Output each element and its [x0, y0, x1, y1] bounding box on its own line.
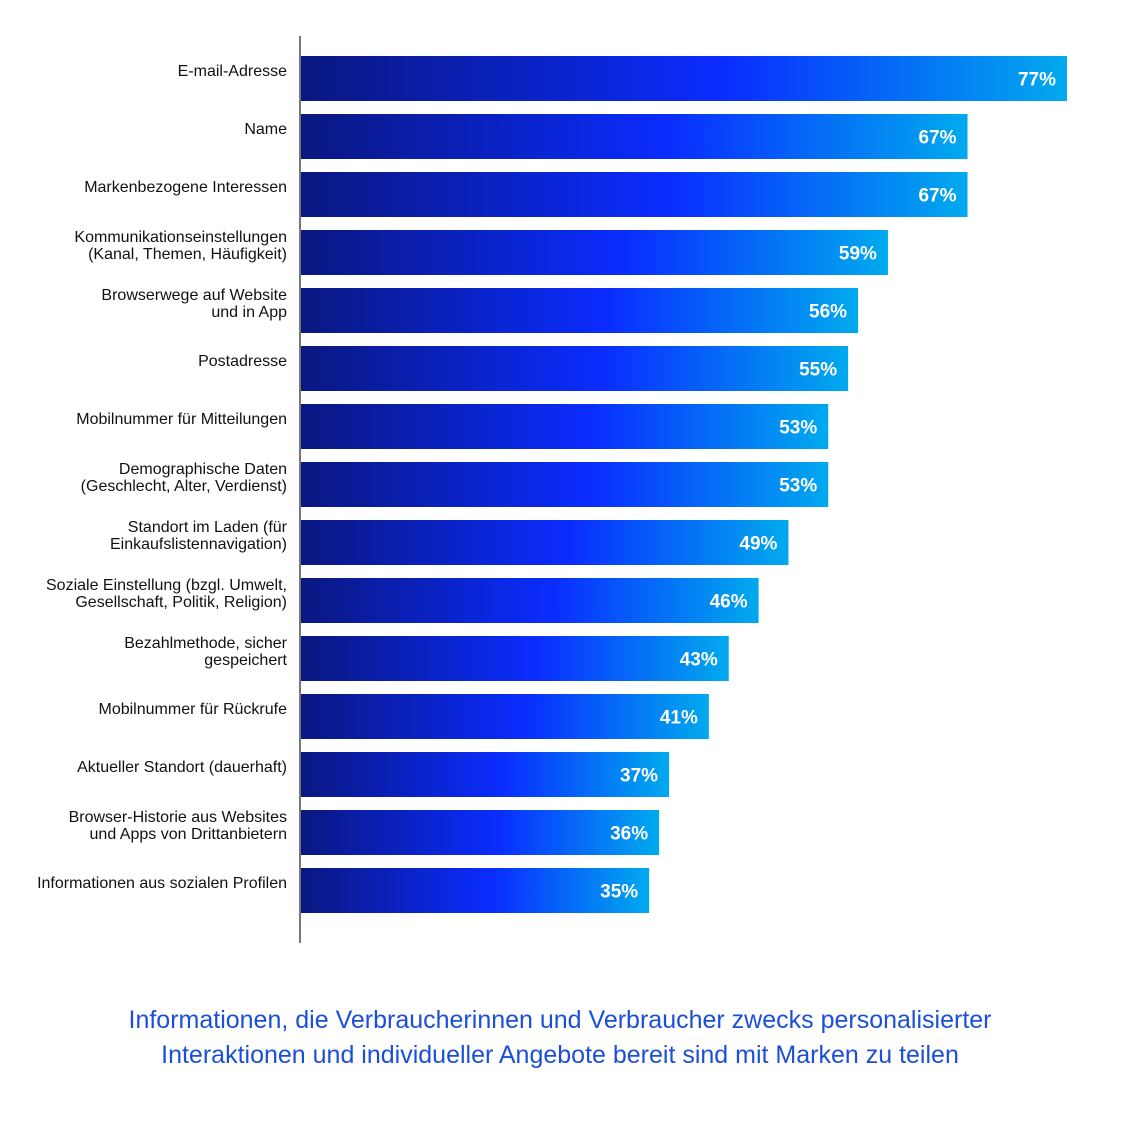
category-label-line: Postadresse	[198, 353, 287, 370]
bar-value-label: 67%	[918, 186, 956, 207]
bar	[301, 810, 660, 855]
category-label: Markenbezogene Interessen	[84, 179, 287, 196]
category-label: Mobilnummer für Rückrufe	[99, 701, 288, 718]
bar-value-label: 67%	[918, 128, 956, 149]
bar	[301, 868, 650, 913]
category-label: E-mail-Adresse	[178, 63, 287, 80]
bar-value-label: 46%	[710, 592, 748, 613]
category-label-line: Browserwege auf Website	[101, 287, 287, 304]
bar-value-label: 53%	[779, 476, 817, 497]
category-label-line: gespeichert	[204, 652, 287, 669]
category-label-line: Mobilnummer für Rückrufe	[99, 701, 288, 718]
category-label: Name	[244, 121, 287, 138]
category-label: Soziale Einstellung (bzgl. Umwelt, Gesell…	[46, 577, 287, 611]
category-label-line: Standort im Laden (für	[128, 519, 288, 536]
bar-value-label: 37%	[620, 766, 658, 787]
category-label: Browser-Historie aus Websites und Apps vo…	[69, 809, 287, 843]
bars-group: 77% 67% 67% 59% 56% 55% 53% 53% 49% 46% 43% 41% 37% 3…	[301, 56, 1067, 913]
bar	[301, 288, 859, 333]
category-label: Browserwege auf Website und in App	[101, 287, 287, 321]
category-label-line: Bezahlmethode, sicher	[124, 635, 287, 652]
category-label: Bezahlmethode, sicher gespeichert	[124, 635, 287, 669]
category-label: Aktueller Standort (dauerhaft)	[77, 759, 287, 776]
bar	[301, 56, 1067, 101]
bar-value-label: 56%	[809, 302, 847, 323]
category-label-line: Informationen aus sozialen Profilen	[37, 875, 287, 892]
bar-value-label: 35%	[600, 882, 638, 903]
bar	[301, 230, 888, 275]
category-label-line: (Kanal, Themen, Häufigkeit)	[88, 246, 287, 263]
category-label-line: (Geschlecht, Alter, Verdienst)	[81, 478, 287, 495]
category-label-line: und Apps von Drittanbietern	[90, 826, 287, 843]
bar	[301, 694, 709, 739]
category-labels-group: E-mail-Adresse Name Markenbezogene Interes…	[37, 63, 288, 892]
category-label: Postadresse	[198, 353, 287, 370]
bar-value-label: 36%	[610, 824, 648, 845]
bar-value-label: 43%	[680, 650, 718, 671]
category-label-line: Name	[244, 121, 287, 138]
category-label-line: Kommunikationseinstellungen	[74, 229, 287, 246]
category-label: Demographische Daten (Geschlecht, Alter, …	[81, 461, 287, 495]
category-label-line: Mobilnummer für Mitteilungen	[76, 411, 287, 428]
category-label-line: Browser-Historie aus Websites	[69, 809, 287, 826]
bar-value-label: 55%	[799, 360, 837, 381]
category-label-line: und in App	[211, 304, 287, 321]
category-label: Kommunikationseinstellungen (Kanal, Theme…	[74, 229, 287, 263]
category-label-line: Gesellschaft, Politik, Religion)	[75, 594, 287, 611]
bar-chart: 77% 67% 67% 59% 56% 55% 53% 53% 49% 46% 43% 41% 37% 3…	[37, 36, 1067, 943]
bar	[301, 172, 968, 217]
bar	[301, 114, 968, 159]
bar	[301, 404, 829, 449]
category-label-line: Markenbezogene Interessen	[84, 179, 287, 196]
bar-value-label: 59%	[839, 244, 877, 265]
bar	[301, 578, 759, 623]
caption-line-2: Interaktionen und individueller Angebote…	[161, 1041, 959, 1069]
bar-value-label: 77%	[1018, 70, 1056, 91]
category-label-line: Einkaufslistennavigation)	[110, 536, 287, 553]
category-label: Mobilnummer für Mitteilungen	[76, 411, 287, 428]
category-label-line: E-mail-Adresse	[178, 63, 287, 80]
category-label-line: Aktueller Standort (dauerhaft)	[77, 759, 287, 776]
category-label-line: Soziale Einstellung (bzgl. Umwelt,	[46, 577, 287, 594]
category-label: Informationen aus sozialen Profilen	[37, 875, 287, 892]
bar-value-label: 53%	[779, 418, 817, 439]
category-label: Standort im Laden (für Einkaufslistennavi…	[110, 519, 288, 553]
bar	[301, 752, 670, 797]
caption-line-1: Informationen, die Verbraucherinnen und …	[128, 1006, 992, 1034]
bar-value-label: 41%	[660, 708, 698, 729]
category-label-line: Demographische Daten	[119, 461, 287, 478]
bar	[301, 462, 829, 507]
bar	[301, 636, 729, 681]
chart-caption: Informationen, die Verbraucherinnen und …	[0, 1003, 1120, 1073]
bar	[301, 520, 789, 565]
bar	[301, 346, 849, 391]
bar-value-label: 49%	[739, 534, 777, 555]
